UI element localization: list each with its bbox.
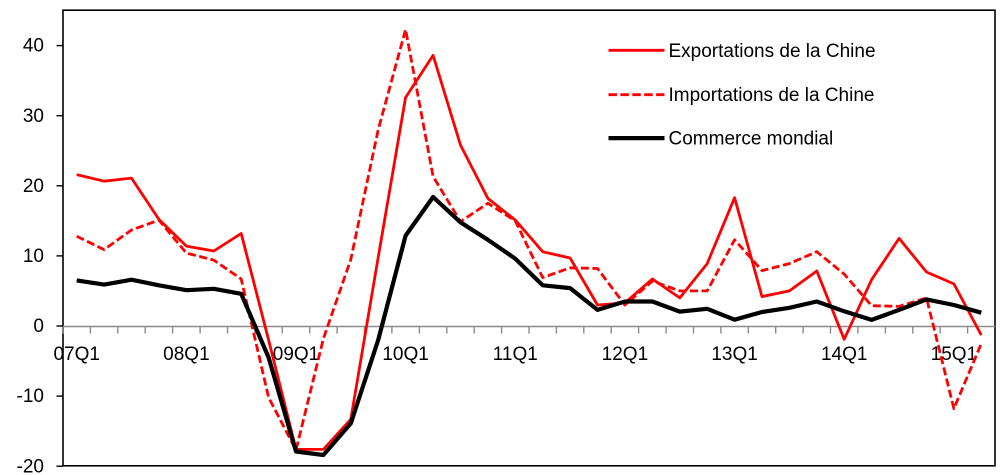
- svg-text:07Q1: 07Q1: [53, 344, 99, 365]
- svg-text:-10: -10: [17, 386, 44, 407]
- svg-text:Exportations de la Chine: Exportations de la Chine: [669, 41, 876, 62]
- svg-text:09Q1: 09Q1: [273, 344, 319, 365]
- svg-text:20: 20: [23, 176, 44, 197]
- svg-text:10Q1: 10Q1: [382, 344, 428, 365]
- svg-text:Commerce mondial: Commerce mondial: [669, 129, 834, 150]
- svg-text:14Q1: 14Q1: [821, 344, 867, 365]
- svg-text:12Q1: 12Q1: [602, 344, 648, 365]
- svg-text:40: 40: [23, 36, 44, 57]
- svg-text:30: 30: [23, 106, 44, 127]
- svg-text:11Q1: 11Q1: [493, 344, 538, 365]
- svg-text:-20: -20: [17, 456, 44, 475]
- svg-text:Importations de la Chine: Importations de la Chine: [669, 85, 875, 106]
- svg-text:0: 0: [33, 316, 44, 337]
- svg-text:10: 10: [23, 246, 44, 267]
- svg-text:08Q1: 08Q1: [163, 344, 209, 365]
- svg-text:13Q1: 13Q1: [711, 344, 757, 365]
